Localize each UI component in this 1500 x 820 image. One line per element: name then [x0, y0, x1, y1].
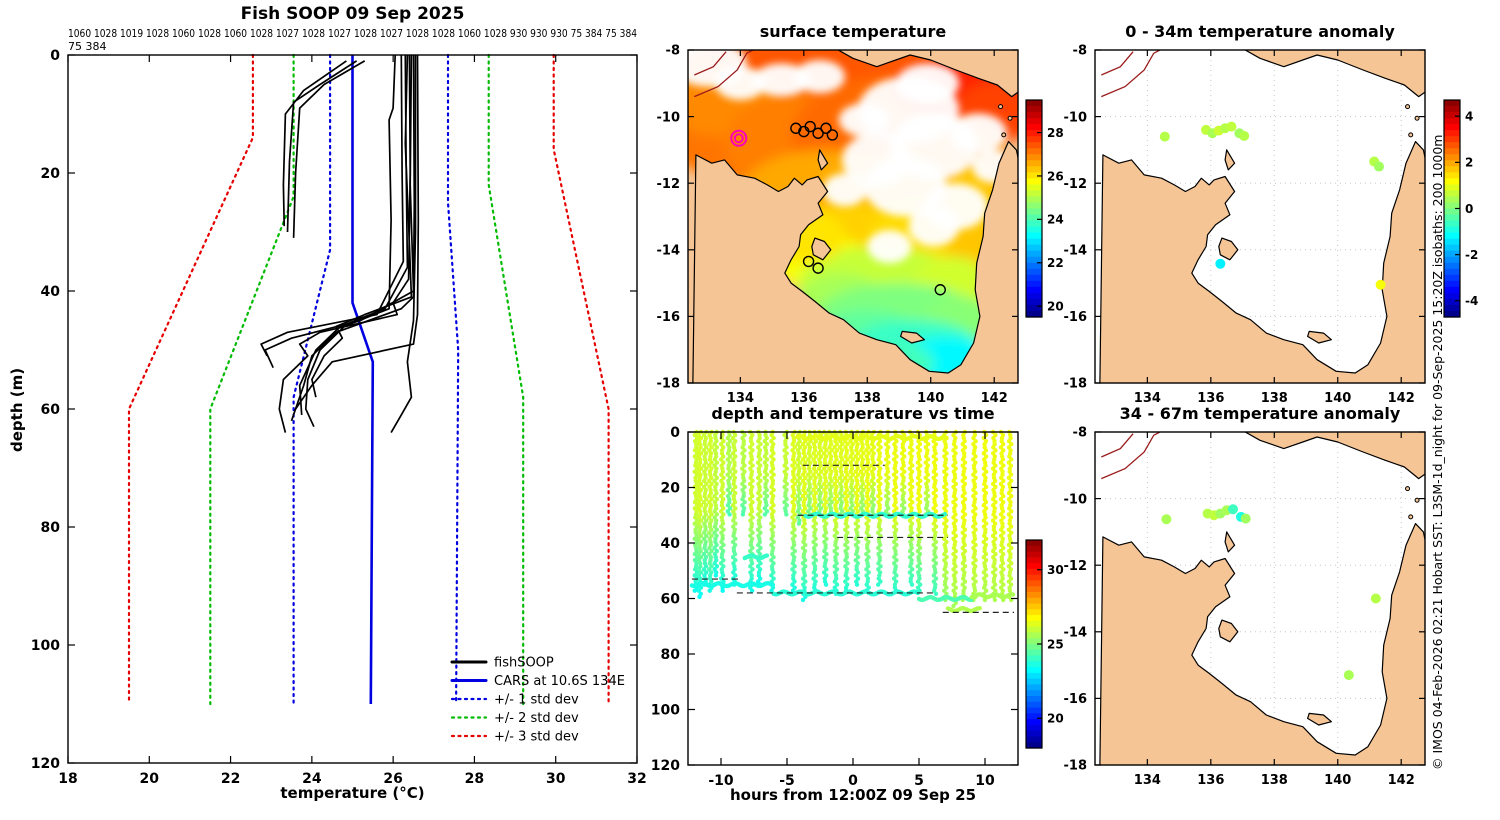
- svg-text:-16: -16: [1064, 310, 1088, 325]
- time-colorbar: 20 25 30: [1025, 539, 1064, 749]
- svg-text:134: 134: [727, 391, 754, 406]
- svg-text:20: 20: [661, 481, 681, 497]
- svg-text:142: 142: [1388, 773, 1415, 788]
- svg-text:134: 134: [1134, 773, 1161, 788]
- svg-text:138: 138: [1261, 391, 1288, 406]
- svg-text:-8: -8: [1073, 44, 1087, 59]
- svg-text:100: 100: [651, 703, 680, 719]
- svg-text:40: 40: [661, 536, 681, 552]
- svg-text:-16: -16: [1064, 692, 1088, 707]
- svg-text:138: 138: [854, 391, 881, 406]
- svg-text:120: 120: [651, 758, 680, 774]
- svg-text:-5: -5: [779, 773, 795, 789]
- svg-text:60: 60: [661, 592, 681, 608]
- svg-text:-2: -2: [1465, 248, 1478, 262]
- svg-text:-14: -14: [1064, 243, 1088, 258]
- svg-text:20: 20: [1047, 712, 1064, 726]
- svg-text:80: 80: [661, 647, 681, 663]
- svg-text:0: 0: [50, 48, 60, 64]
- svg-text:140: 140: [1324, 773, 1351, 788]
- svg-text:140: 140: [1324, 391, 1351, 406]
- svg-text:fishSOOP: fishSOOP: [494, 656, 554, 671]
- svg-text:30: 30: [1047, 563, 1064, 577]
- svg-text:-8: -8: [666, 44, 680, 59]
- svg-text:-10: -10: [657, 110, 681, 125]
- anomaly-colorbar: -4 -2 0 2 4: [1443, 99, 1478, 318]
- sst-map: 134 136 138 140 142 -8 -10 -12 -14 -16 -18: [657, 44, 1019, 406]
- svg-text:+/- 2 std dev: +/- 2 std dev: [494, 711, 579, 726]
- svg-text:-10: -10: [708, 773, 734, 789]
- svg-text:30: 30: [546, 771, 566, 787]
- svg-text:25: 25: [1047, 637, 1064, 651]
- profile-legend: fishSOOP CARS at 10.6S 134E +/- 1 std dev +…: [450, 656, 625, 745]
- svg-text:100: 100: [31, 638, 60, 654]
- svg-text:22: 22: [1047, 256, 1064, 270]
- svg-text:26: 26: [1047, 169, 1064, 183]
- svg-text:20: 20: [41, 166, 61, 182]
- svg-text:120: 120: [31, 756, 60, 772]
- svg-text:CARS at 10.6S 134E: CARS at 10.6S 134E: [494, 674, 625, 689]
- svg-text:20: 20: [140, 771, 160, 787]
- svg-text:-10: -10: [1064, 110, 1088, 125]
- svg-text:5: 5: [914, 773, 924, 789]
- svg-text:-12: -12: [1064, 177, 1088, 192]
- sst-colorbar: 20 22 24 26 28: [1025, 99, 1064, 318]
- svg-text:0: 0: [670, 425, 680, 441]
- svg-text:32: 32: [627, 771, 646, 787]
- svg-text:134: 134: [1134, 391, 1161, 406]
- svg-text:142: 142: [981, 391, 1008, 406]
- svg-text:-12: -12: [1064, 559, 1088, 574]
- svg-text:0: 0: [848, 773, 858, 789]
- svg-text:18: 18: [58, 771, 77, 787]
- svg-text:80: 80: [41, 520, 61, 536]
- svg-text:-12: -12: [657, 177, 681, 192]
- svg-text:20: 20: [1047, 299, 1064, 313]
- profile-panel: 1060 1028 1019 1028 1060 1028 1060 1028 …: [31, 27, 647, 787]
- svg-text:22: 22: [221, 771, 240, 787]
- svg-text:136: 136: [1197, 773, 1224, 788]
- svg-text:4: 4: [1465, 109, 1473, 123]
- svg-text:136: 136: [790, 391, 817, 406]
- svg-text:140: 140: [917, 391, 944, 406]
- svg-text:+/- 3 std dev: +/- 3 std dev: [494, 730, 579, 745]
- svg-text:-8: -8: [1073, 426, 1087, 441]
- svg-text:136: 136: [1197, 391, 1224, 406]
- svg-text:-14: -14: [657, 243, 681, 258]
- svg-text:28: 28: [1047, 126, 1064, 140]
- svg-text:2: 2: [1465, 156, 1473, 170]
- svg-text:75 384: 75 384: [68, 40, 107, 53]
- anomaly-map-0-34: 134 136 138 140 142 -8 -10 -12 -14 -16 -18: [1064, 44, 1426, 406]
- svg-text:10: 10: [975, 773, 995, 789]
- svg-text:-4: -4: [1465, 294, 1478, 308]
- svg-text:-16: -16: [657, 310, 681, 325]
- svg-text:-10: -10: [1064, 492, 1088, 507]
- svg-text:142: 142: [1388, 391, 1415, 406]
- svg-text:-18: -18: [1064, 759, 1088, 774]
- svg-text:1060 1028 1019 1028 1060 1028: 1060 1028 1019 1028 1060 1028 1060 1028 …: [68, 27, 637, 40]
- svg-text:24: 24: [302, 771, 322, 787]
- svg-text:40: 40: [41, 284, 61, 300]
- anomaly-map-34-67: 134 136 138 140 142 -8 -10 -12 -14 -16 -18: [1064, 426, 1426, 788]
- svg-text:24: 24: [1047, 213, 1064, 227]
- svg-text:60: 60: [41, 402, 61, 418]
- svg-text:26: 26: [383, 771, 402, 787]
- svg-text:-18: -18: [1064, 377, 1088, 392]
- svg-text:0: 0: [1465, 202, 1473, 216]
- svg-text:-14: -14: [1064, 625, 1088, 640]
- svg-text:+/- 1 std dev: +/- 1 std dev: [494, 693, 579, 708]
- svg-text:-18: -18: [657, 377, 681, 392]
- svg-text:28: 28: [465, 771, 484, 787]
- svg-text:138: 138: [1261, 773, 1288, 788]
